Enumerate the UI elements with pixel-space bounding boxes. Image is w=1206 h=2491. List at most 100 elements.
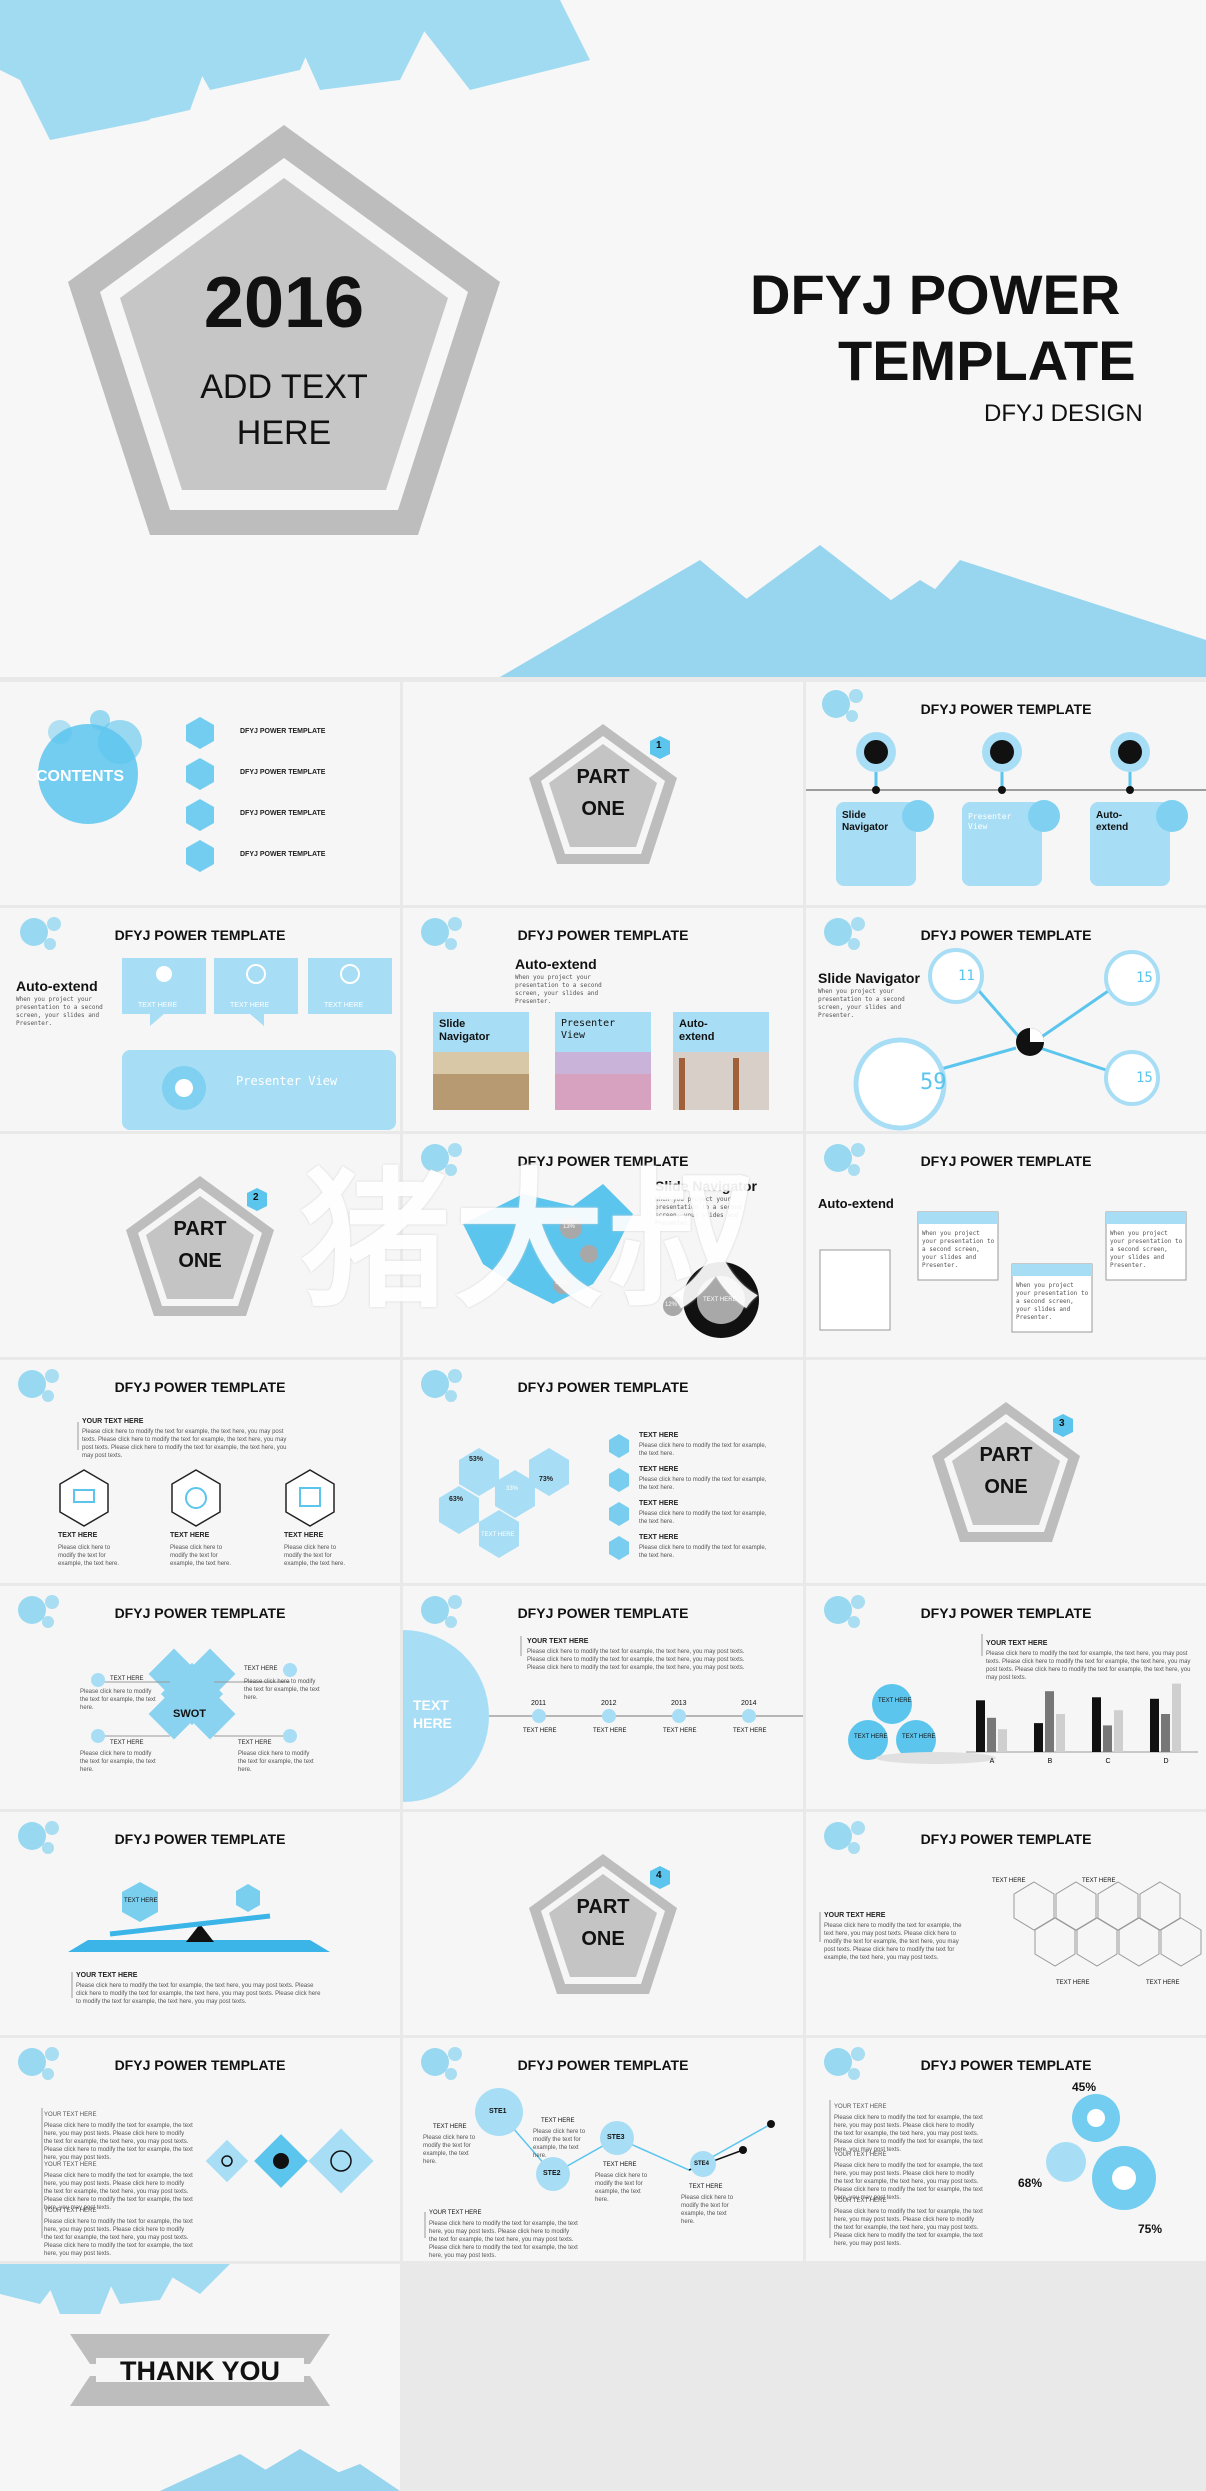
list-title: TEXT HERE — [639, 1534, 679, 1541]
item-title: YOUR TEXT HERE — [834, 2104, 887, 2110]
hex-percent: 63% — [449, 1496, 464, 1503]
cover-title-line2: TEMPLATE — [838, 329, 1136, 392]
box-text: When you project your presentation to a … — [922, 1230, 995, 1269]
contents-slide: CONTENTS DFYJ POWER TEMPLATE DFYJ POWER … — [0, 682, 400, 905]
item-desc: Please click here to modify the text for… — [834, 2163, 983, 2201]
item-desc: Please click here to modify the text for… — [44, 2219, 193, 2257]
hex-percent: 73% — [539, 1476, 554, 1483]
steps-slide: DFYJ POWER TEMPLATE STE1 STE2 STE3 STE4 … — [403, 2038, 803, 2261]
icon-desc: Please click here to modify the text for… — [58, 1545, 120, 1567]
hex-percent: 33% — [506, 1486, 519, 1492]
slide-header: DFYJ POWER TEMPLATE — [920, 1153, 1092, 1169]
part-number: 2 — [253, 1192, 259, 1203]
section-title: Auto-extend — [818, 1196, 894, 1211]
slide-header: DFYJ POWER TEMPLATE — [114, 1605, 286, 1621]
section-desc: When you project your presentation to a … — [16, 996, 103, 1027]
section-title: Auto-extend — [16, 978, 98, 994]
contents-item[interactable]: DFYJ POWER TEMPLATE — [240, 728, 326, 735]
hex-grid-slide: DFYJ POWER TEMPLATE YOUR TEXT HERE Pleas… — [806, 1812, 1206, 2035]
hex-percent-slide: DFYJ POWER TEMPLATE 53% 73% 63% 33% TEXT… — [403, 1360, 803, 1583]
slide-header: DFYJ POWER TEMPLATE — [920, 927, 1092, 943]
contents-item[interactable]: DFYJ POWER TEMPLATE — [240, 810, 326, 817]
map-center-label: TEXT HERE — [703, 1297, 737, 1303]
your-text-title: YOUR TEXT HERE — [82, 1418, 144, 1425]
step-title: TEXT HERE — [603, 2162, 637, 2168]
cover-slide: 2016 ADD TEXT HERE DFYJ POWER TEMPLATE D… — [0, 0, 1206, 677]
part-one-label: ONE — [581, 798, 625, 820]
bar-category-label: B — [1048, 1758, 1053, 1765]
step-desc: Please click here to modify the text for… — [681, 2195, 734, 2225]
thank-you-slide: THANK YOU — [0, 2264, 400, 2491]
gears-slide: DFYJ POWER TEMPLATE YOUR TEXT HERE Pleas… — [806, 2038, 1206, 2261]
bar-category-label: A — [990, 1758, 995, 1765]
swot-desc: Please click here to modify the text for… — [80, 1751, 156, 1773]
slide-header: DFYJ POWER TEMPLATE — [920, 701, 1092, 717]
slide-header: DFYJ POWER TEMPLATE — [114, 927, 286, 943]
body-text: Please click here to modify the text for… — [76, 1983, 321, 2005]
box-text: When you project your presentation to a … — [1016, 1282, 1089, 1321]
hex-label: TEXT HERE — [1146, 1980, 1180, 1986]
thank-you-decor — [0, 2264, 400, 2491]
part-one-label: ONE — [178, 1250, 222, 1272]
swot-title: TEXT HERE — [110, 1740, 144, 1746]
bar-decor — [824, 1595, 996, 1764]
seesaw-label: TEXT HERE — [124, 1898, 158, 1904]
map-decor — [421, 1143, 759, 1338]
hex-icons-decor — [18, 1369, 335, 1527]
cover-decor — [0, 0, 1206, 677]
step-desc: Please click here to modify the text for… — [423, 2135, 476, 2165]
body-text: Please click here to modify the text for… — [527, 1649, 745, 1671]
contents-label: CONTENTS — [36, 768, 124, 785]
item-desc: Please click here to modify the text for… — [834, 2115, 983, 2153]
map-slide: DFYJ POWER TEMPLATE Slide Navigator When… — [403, 1134, 803, 1357]
bar-chart: A B C D — [966, 1683, 1198, 1765]
map-value: 12% — [665, 1302, 678, 1308]
contents-item[interactable]: DFYJ POWER TEMPLATE — [240, 769, 326, 776]
step-desc: Please click here to modify the text for… — [533, 2129, 586, 2159]
swot-desc: Please click here to modify the text for… — [244, 1679, 320, 1701]
list-title: TEXT HERE — [639, 1432, 679, 1439]
timeline-label: TEXT HERE — [733, 1728, 767, 1734]
slide-header: DFYJ POWER TEMPLATE — [114, 1831, 286, 1847]
step-desc: Please click here to modify the text for… — [595, 2173, 648, 2203]
cover-add-text-2: HERE — [236, 414, 332, 452]
stat-value: 59 — [920, 1070, 947, 1095]
swot-title: TEXT HERE — [238, 1740, 272, 1746]
swot-slide: DFYJ POWER TEMPLATE SWOT TEXT HERE Pleas… — [0, 1586, 400, 1809]
slide-header: DFYJ POWER TEMPLATE — [517, 927, 689, 943]
contents-item[interactable]: DFYJ POWER TEMPLATE — [240, 851, 326, 858]
bar-category-label: C — [1105, 1758, 1110, 1765]
bar-A-1 — [987, 1717, 996, 1752]
bar-B-0 — [1034, 1723, 1043, 1752]
bar-A-2 — [998, 1729, 1007, 1752]
icon-title: TEXT HERE — [284, 1532, 324, 1539]
list-title: TEXT HERE — [639, 1500, 679, 1507]
bubble-label: TEXT HERE — [902, 1734, 936, 1740]
list-desc: Please click here to modify the text for… — [639, 1545, 767, 1559]
body-text: Please click here to modify the text for… — [82, 1429, 287, 1459]
section-desc: When you project your presentation to a … — [515, 974, 602, 1005]
step-label: STE4 — [694, 2161, 710, 2167]
contents-bubbles — [38, 710, 214, 872]
stat-value: 15 — [1136, 1070, 1153, 1086]
steps-decor — [421, 2047, 775, 2238]
bar-D-2 — [1172, 1683, 1181, 1752]
slide-header: DFYJ POWER TEMPLATE — [517, 1605, 689, 1621]
swot-desc: Please click here to modify the text for… — [238, 1751, 314, 1773]
part-label: PART — [576, 1896, 630, 1918]
cover-year: 2016 — [203, 263, 365, 343]
icon-desc: Please click here to modify the text for… — [284, 1545, 346, 1567]
part-pentagon — [529, 724, 677, 864]
cover-add-text-1: ADD TEXT — [200, 368, 368, 406]
stat-value: 15 — [1136, 970, 1153, 986]
part-number: 4 — [656, 1870, 662, 1881]
swot-label: SWOT — [173, 1708, 206, 1720]
hex-percent: 53% — [469, 1456, 484, 1463]
part-slide-3: 3 PART ONE — [806, 1360, 1206, 1583]
hex-icons-slide: DFYJ POWER TEMPLATE YOUR TEXT HERE Pleas… — [0, 1360, 400, 1583]
bar-B-1 — [1045, 1691, 1054, 1752]
bar-B-2 — [1056, 1714, 1065, 1752]
step-title: TEXT HERE — [541, 2118, 575, 2124]
box-label: TEXT HERE — [138, 1002, 178, 1009]
